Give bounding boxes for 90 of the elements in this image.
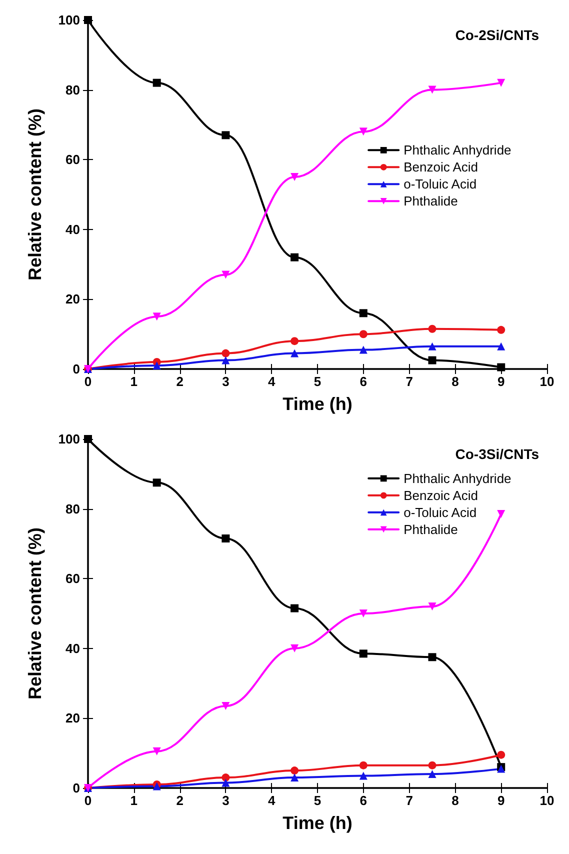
x-tick-label: 6 (360, 793, 368, 808)
point (359, 650, 368, 658)
point (290, 337, 299, 346)
point (222, 131, 230, 140)
x-tick-label: 4 (268, 374, 276, 389)
x-tick-label: 0 (84, 793, 92, 808)
point (152, 747, 161, 756)
point (428, 761, 436, 770)
point (359, 761, 368, 770)
x-tick-label: 8 (452, 793, 459, 808)
point (428, 770, 436, 778)
x-tick-label: 5 (314, 374, 322, 389)
point (290, 173, 299, 182)
annotation: Co-2Si/CNTs (455, 27, 540, 43)
point (497, 363, 506, 372)
y-tick-label: 0 (72, 362, 80, 376)
annotation: Co-3Si/CNTs (455, 446, 540, 462)
x-tick-label: 10 (540, 793, 554, 808)
point (497, 78, 506, 87)
point (359, 128, 368, 136)
x-tick-label: 2 (176, 374, 184, 389)
point (359, 330, 368, 338)
point (222, 702, 230, 710)
y-tick-label: 100 (58, 12, 80, 28)
point (359, 346, 368, 354)
x-tick-label: 6 (360, 374, 368, 389)
point (428, 356, 436, 364)
point (222, 534, 230, 542)
legend-label: Phthalide (404, 194, 458, 209)
y-tick-label: 20 (66, 710, 80, 726)
x-tick-label: 7 (406, 793, 413, 808)
x-tick-label: 7 (406, 374, 413, 389)
point (290, 766, 299, 775)
point (222, 356, 230, 364)
point (222, 270, 230, 279)
y-tick-label: 60 (66, 571, 80, 586)
x-tick-label: 3 (222, 793, 230, 808)
point (222, 774, 230, 782)
y-tick-label: 40 (66, 222, 80, 237)
point (497, 750, 506, 759)
x-tick-label: 4 (268, 793, 276, 808)
point (497, 326, 506, 334)
point (428, 602, 436, 611)
x-tick-label: 9 (497, 793, 505, 808)
point (497, 342, 506, 350)
point (359, 309, 368, 318)
point (290, 604, 299, 612)
y-tick-label: 0 (72, 780, 80, 796)
point (290, 644, 299, 652)
legend-label: Benzoic Acid (404, 488, 478, 503)
x-tick-label: 8 (452, 374, 459, 389)
point (152, 78, 161, 87)
point (359, 772, 368, 780)
legend-label: Phthalide (404, 522, 458, 537)
y-tick-label: 100 (58, 432, 80, 446)
y-tick-label: 80 (66, 82, 80, 98)
y-tick-label: 40 (66, 640, 80, 656)
y-tick-label: 20 (66, 292, 80, 307)
point (428, 324, 436, 333)
legend-label: Phthalic Anhydride (404, 142, 512, 158)
x-tick-label: 3 (222, 374, 230, 389)
x-axis-title: Time (h) (282, 813, 352, 833)
x-tick-label: 9 (497, 374, 505, 389)
y-axis-title: Relative content (%) (25, 108, 45, 281)
legend-label: Phthalic Anhydride (404, 470, 512, 486)
x-tick-label: 1 (130, 374, 138, 389)
y-axis-title: Relative content (%) (25, 527, 45, 700)
point (152, 362, 161, 370)
x-tick-label: 0 (84, 374, 92, 389)
x-tick-label: 2 (176, 793, 184, 808)
point (290, 253, 299, 262)
point (290, 349, 299, 358)
legend-label: Benzoic Acid (404, 160, 478, 175)
point (428, 86, 436, 94)
legend-label: o-Toluic Acid (404, 504, 477, 520)
point (290, 774, 299, 782)
point (152, 478, 161, 487)
point (222, 349, 230, 358)
x-tick-label: 10 (540, 374, 554, 389)
point (359, 610, 368, 618)
x-tick-label: 5 (314, 793, 322, 808)
legend-label: o-Toluic Acid (404, 176, 477, 192)
point (428, 342, 436, 350)
x-tick-label: 1 (130, 793, 138, 808)
point (497, 510, 506, 518)
y-tick-label: 60 (66, 152, 80, 168)
y-tick-label: 80 (66, 501, 80, 516)
point (152, 312, 161, 321)
point (428, 653, 436, 662)
x-axis-title: Time (h) (282, 394, 352, 414)
